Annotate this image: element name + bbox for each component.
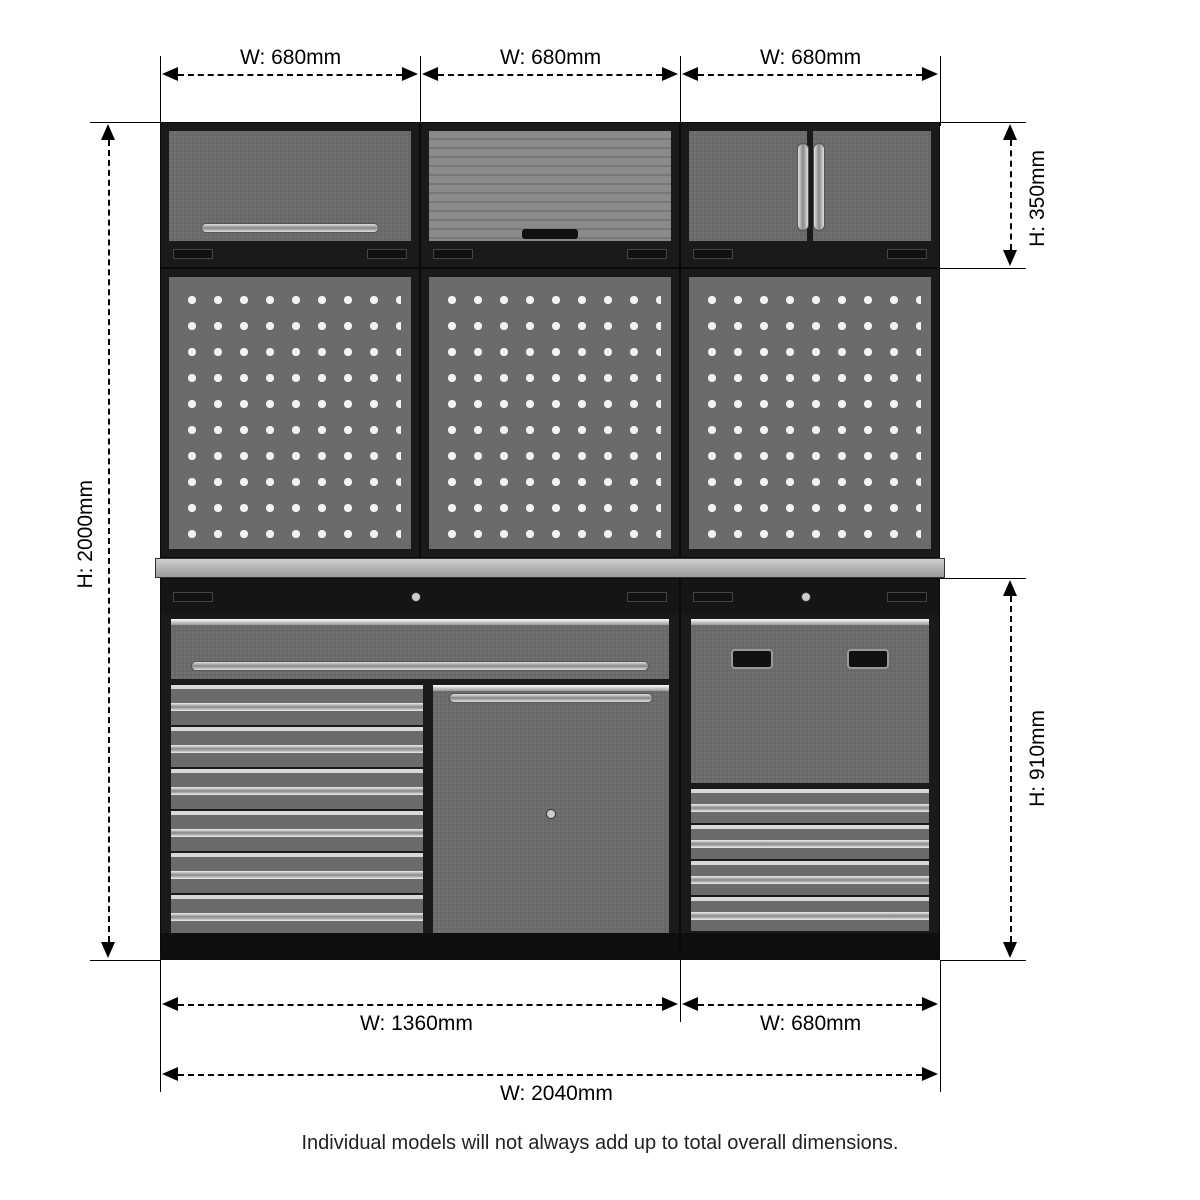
lock-icon: [546, 809, 556, 819]
handle-icon: [191, 661, 649, 671]
pegboard: [429, 277, 671, 549]
arrow-icon: [682, 997, 698, 1011]
cupboard-door: [433, 685, 669, 933]
arrow-icon: [162, 997, 178, 1011]
dim-left-h: H: 2000mm: [74, 480, 98, 589]
pegboard-frame: [420, 268, 680, 558]
ext-line: [940, 56, 941, 126]
ext-line: [940, 960, 941, 1092]
ext-line: [940, 578, 1026, 579]
arrow-icon: [162, 67, 178, 81]
brand-badge: [173, 249, 213, 259]
dim-line: [178, 1074, 922, 1076]
pegboard-frame: [160, 268, 420, 558]
bin-front: [691, 619, 929, 783]
plinth: [681, 933, 939, 959]
arrow-icon: [1003, 250, 1017, 266]
cab-door-right: [813, 131, 931, 241]
plinth: [161, 933, 679, 959]
ext-line: [420, 56, 421, 126]
base-right: [680, 578, 940, 960]
ext-line: [160, 960, 161, 1092]
arrow-icon: [662, 997, 678, 1011]
roller-shutter: [429, 131, 671, 241]
arrow-icon: [1003, 124, 1017, 140]
diagram-stage: W: 680mm W: 680mm W: 680mm H: 2000mm H: …: [0, 0, 1200, 1200]
ext-line: [940, 122, 1026, 123]
ext-line: [680, 960, 681, 1022]
arrow-icon: [662, 67, 678, 81]
slot-icon: [847, 649, 889, 669]
dim-top-1: W: 680mm: [240, 46, 341, 70]
dim-top-3: W: 680mm: [760, 46, 861, 70]
brand-badge: [627, 592, 667, 602]
ext-line: [680, 56, 681, 126]
arrow-icon: [1003, 580, 1017, 596]
pegboard: [689, 277, 931, 549]
arrow-icon: [682, 67, 698, 81]
arrow-icon: [101, 942, 115, 958]
ext-line: [940, 268, 1026, 269]
brand-badge: [433, 249, 473, 259]
pegboard-frame: [680, 268, 940, 558]
dim-line: [178, 74, 402, 76]
dim-line: [1010, 596, 1012, 942]
header-strip: [681, 579, 939, 615]
dim-line: [698, 74, 922, 76]
handle-icon: [797, 143, 809, 231]
ext-line: [160, 56, 161, 126]
dim-line: [178, 1004, 662, 1006]
brand-badge: [627, 249, 667, 259]
dim-line: [698, 1004, 922, 1006]
wall-cab-2: [420, 122, 680, 268]
brand-badge: [173, 592, 213, 602]
arrow-icon: [162, 1067, 178, 1081]
arrow-icon: [922, 997, 938, 1011]
brand-badge: [887, 249, 927, 259]
brand-badge: [693, 249, 733, 259]
drawer-stack: [691, 789, 929, 933]
lock-icon: [801, 592, 811, 602]
dim-right-upper: H: 350mm: [1026, 150, 1050, 247]
wall-cab-1: [160, 122, 420, 268]
arrow-icon: [922, 67, 938, 81]
handle-icon: [813, 143, 825, 231]
lock-icon: [411, 592, 421, 602]
brand-badge: [367, 249, 407, 259]
handle-icon: [449, 693, 653, 703]
shutter-handle-icon: [522, 229, 578, 239]
slot-icon: [731, 649, 773, 669]
base-left: [160, 578, 680, 960]
brand-badge: [887, 592, 927, 602]
arrow-icon: [422, 67, 438, 81]
handle-icon: [201, 223, 379, 233]
cab-door-left: [689, 131, 807, 241]
dim-bottom-2: W: 680mm: [760, 1012, 861, 1036]
pegboard: [169, 277, 411, 549]
arrow-icon: [922, 1067, 938, 1081]
dim-top-2: W: 680mm: [500, 46, 601, 70]
dim-right-lower: H: 910mm: [1026, 710, 1050, 807]
dim-line: [1010, 140, 1012, 250]
dim-bottom-1: W: 1360mm: [360, 1012, 473, 1036]
wall-cab-3: [680, 122, 940, 268]
ext-line: [90, 960, 160, 961]
dim-line: [438, 74, 662, 76]
dim-line: [108, 140, 110, 942]
header-strip: [161, 579, 679, 615]
footnote: Individual models will not always add up…: [0, 1132, 1200, 1155]
ext-line: [90, 122, 160, 123]
drawer-stack: [171, 685, 423, 933]
wide-drawer: [171, 619, 669, 679]
arrow-icon: [1003, 942, 1017, 958]
ext-line: [940, 960, 1026, 961]
dim-bottom-total: W: 2040mm: [500, 1082, 613, 1106]
worktop: [155, 558, 945, 578]
arrow-icon: [402, 67, 418, 81]
brand-badge: [693, 592, 733, 602]
arrow-icon: [101, 124, 115, 140]
